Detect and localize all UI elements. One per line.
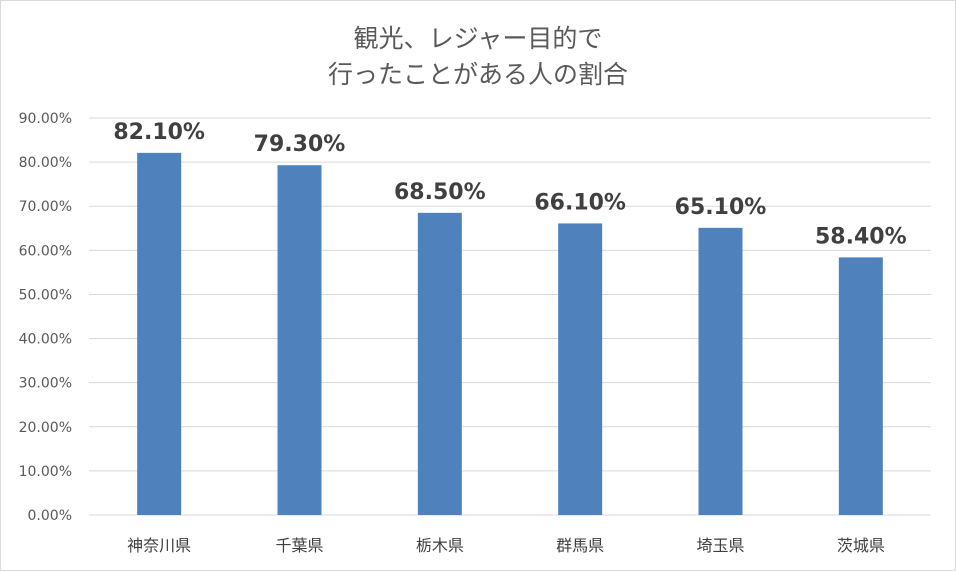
y-tick-label: 0.00% — [28, 508, 72, 524]
y-tick-label: 70.00% — [19, 199, 72, 215]
data-label: 65.10% — [675, 195, 767, 220]
bar — [558, 223, 603, 516]
y-tick-label: 80.00% — [19, 155, 72, 171]
data-label: 82.10% — [113, 120, 205, 145]
y-tick-label: 20.00% — [19, 420, 72, 436]
chart-title-line-1: 観光、レジャー目的で — [354, 24, 603, 53]
bar — [417, 212, 462, 516]
chart-title-line-2: 行ったことがある人の割合 — [328, 60, 628, 89]
y-tick-label: 10.00% — [19, 464, 72, 480]
y-tick-label: 50.00% — [19, 287, 72, 303]
category-label: 千葉県 — [275, 536, 323, 555]
bar — [277, 165, 322, 515]
category-label: 栃木県 — [416, 536, 464, 555]
data-label: 68.50% — [394, 180, 486, 205]
y-axis-tick-labels: 0.00% 10.00% 20.00% 30.00% 40.00% 50.00% 60.00… — [19, 111, 72, 524]
y-tick-label: 90.00% — [19, 111, 72, 127]
bar — [137, 152, 182, 515]
category-label: 埼玉県 — [696, 536, 744, 555]
bar — [698, 227, 743, 515]
bars — [137, 152, 883, 516]
data-label: 66.10% — [534, 190, 626, 215]
gridlines — [89, 117, 931, 516]
category-label: 群馬県 — [556, 536, 604, 555]
bar — [838, 257, 883, 515]
y-tick-label: 40.00% — [19, 332, 72, 348]
y-tick-label: 60.00% — [19, 243, 72, 259]
category-label: 茨城県 — [837, 536, 885, 555]
category-label: 神奈川県 — [127, 536, 191, 555]
y-tick-label: 30.00% — [19, 376, 72, 392]
data-label: 79.30% — [254, 132, 346, 157]
data-label: 58.40% — [815, 224, 907, 249]
x-axis-category-labels: 神奈川県 千葉県 栃木県 群馬県 埼玉県 茨城県 — [127, 536, 885, 555]
data-labels: 82.10% 79.30% 68.50% 66.10% 65.10% 58.40% — [113, 120, 906, 250]
